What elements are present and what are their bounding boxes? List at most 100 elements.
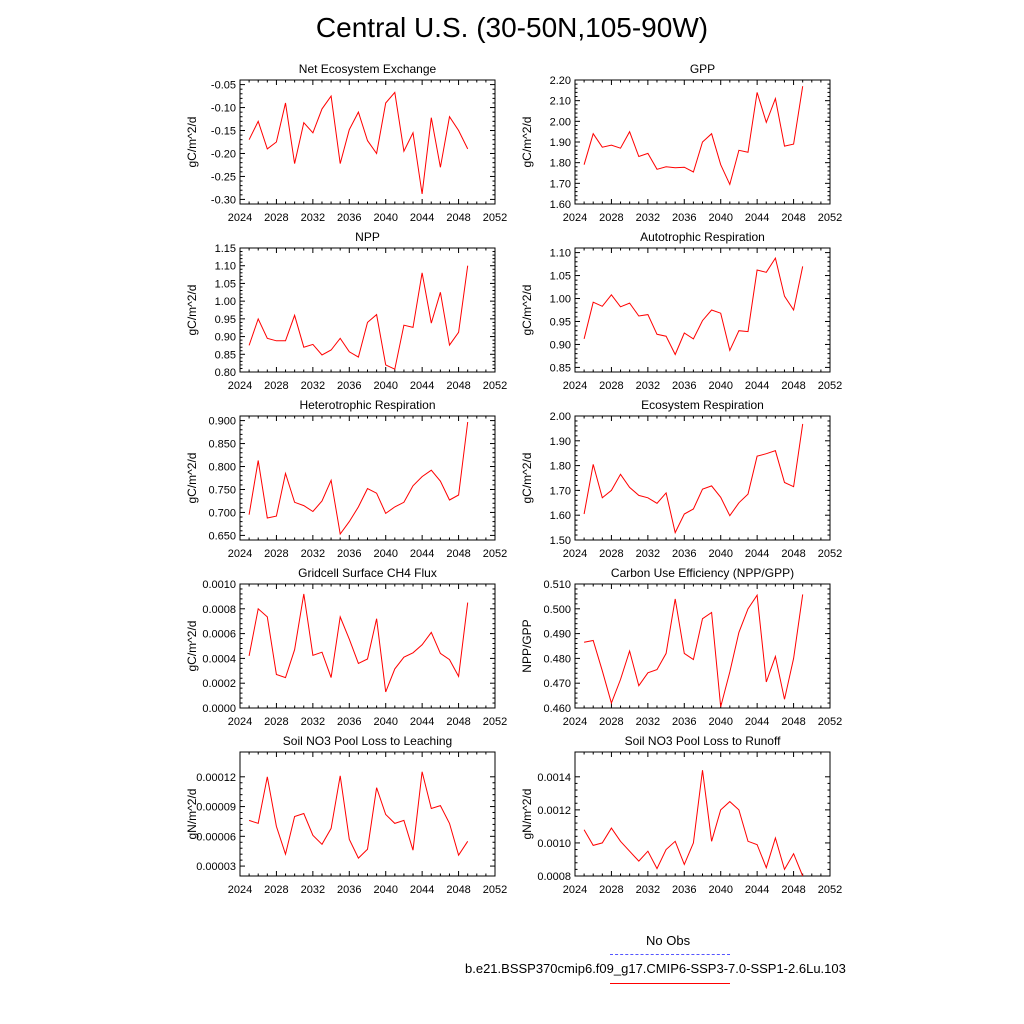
chart-title: NPP — [355, 230, 380, 244]
x-tick-label: 2040 — [708, 380, 732, 392]
x-tick-label: 2044 — [745, 548, 769, 560]
x-tick-label: 2052 — [483, 380, 507, 392]
plot-frame — [239, 751, 496, 877]
x-tick-label: 2048 — [446, 716, 470, 728]
x-tick-label: 2032 — [636, 884, 660, 896]
y-tick-label: -0.10 — [211, 103, 236, 115]
x-tick-label: 2052 — [818, 212, 842, 224]
plot-frame — [239, 247, 496, 373]
y-tick-label: 0.490 — [543, 629, 571, 641]
y-tick-label: 1.00 — [550, 294, 571, 306]
x-tick-label: 2028 — [264, 884, 288, 896]
chart-title: Carbon Use Efficiency (NPP/GPP) — [611, 566, 794, 580]
chart-panel-1: GPP gC/m^2/d 2024 2028 2032 2036 2040 2044 2048 2… — [520, 62, 842, 224]
x-tick-label: 2044 — [745, 716, 769, 728]
x-tick-label: 2052 — [818, 380, 842, 392]
x-tick-label: 2044 — [410, 884, 434, 896]
y-tick-label: 0.480 — [543, 653, 571, 665]
chart-title: Gridcell Surface CH4 Flux — [298, 566, 437, 580]
x-tick-label: 2040 — [373, 884, 397, 896]
y-tick-label: 1.70 — [550, 178, 571, 190]
x-tick-label: 2040 — [373, 212, 397, 224]
y-tick-label: 0.0006 — [202, 629, 236, 641]
x-tick-label: 2024 — [563, 212, 587, 224]
y-tick-label: 1.10 — [215, 261, 236, 273]
series-line — [583, 86, 804, 186]
x-tick-label: 2032 — [301, 548, 325, 560]
series-line — [248, 593, 469, 693]
plot-frame — [239, 79, 496, 205]
x-tick-label: 2028 — [264, 548, 288, 560]
x-tick-label: 2040 — [373, 380, 397, 392]
x-tick-label: 2048 — [446, 380, 470, 392]
x-tick-label: 2032 — [301, 212, 325, 224]
x-tick-label: 2028 — [599, 884, 623, 896]
y-tick-label: 1.80 — [550, 158, 571, 170]
y-tick-label: 0.00006 — [196, 831, 236, 843]
y-tick-label: -0.20 — [211, 148, 236, 160]
chart-panel-2: NPP gC/m^2/d 2024 2028 2032 2036 2040 2044 2048 2… — [185, 230, 507, 392]
y-tick-label: 0.95 — [550, 316, 571, 328]
x-tick-label: 2024 — [563, 548, 587, 560]
chart-title: Net Ecosystem Exchange — [299, 62, 437, 76]
y-tick-label: -0.05 — [211, 80, 236, 92]
x-tick-label: 2048 — [781, 548, 805, 560]
x-tick-label: 2052 — [483, 212, 507, 224]
x-tick-label: 2052 — [818, 548, 842, 560]
x-tick-label: 2048 — [781, 212, 805, 224]
chart-title: Ecosystem Respiration — [641, 398, 764, 412]
x-tick-label: 2032 — [636, 716, 660, 728]
y-axis-label: gC/m^2/d — [185, 117, 199, 168]
x-tick-label: 2040 — [373, 548, 397, 560]
chart-title: Heterotrophic Respiration — [299, 398, 435, 412]
y-tick-label: 0.0004 — [202, 653, 236, 665]
series-line — [583, 770, 804, 877]
y-tick-label: 0.650 — [208, 530, 236, 542]
x-tick-label: 2044 — [410, 716, 434, 728]
x-tick-label: 2032 — [636, 380, 660, 392]
y-tick-label: 2.20 — [550, 75, 571, 87]
chart-panel-3: Autotrophic Respiration gC/m^2/d 2024 2028 2… — [520, 230, 842, 392]
x-tick-label: 2052 — [483, 884, 507, 896]
plot-frame — [239, 415, 496, 541]
chart-panel-5: Ecosystem Respiration gC/m^2/d 2024 2028 203… — [520, 398, 842, 560]
x-tick-label: 2028 — [264, 716, 288, 728]
y-axis-label: gN/m^2/d — [185, 789, 199, 840]
y-tick-label: 1.05 — [550, 271, 571, 283]
y-tick-label: 0.0000 — [202, 703, 236, 715]
y-tick-label: 0.700 — [208, 507, 236, 519]
y-tick-label: 1.70 — [550, 485, 571, 497]
y-tick-label: 1.10 — [550, 248, 571, 260]
x-tick-label: 2032 — [301, 380, 325, 392]
x-tick-label: 2048 — [446, 212, 470, 224]
x-tick-label: 2048 — [781, 884, 805, 896]
x-tick-label: 2024 — [563, 884, 587, 896]
y-tick-label: 1.90 — [550, 436, 571, 448]
series-line — [248, 91, 469, 194]
x-tick-label: 2048 — [781, 380, 805, 392]
main-title: Central U.S. (30-50N,105-90W) — [315, 12, 709, 43]
x-tick-label: 2036 — [672, 716, 696, 728]
series-line — [584, 593, 804, 707]
y-axis-label: gC/m^2/d — [185, 621, 199, 672]
y-tick-label: 2.00 — [550, 411, 571, 423]
y-tick-label: 0.85 — [215, 349, 236, 361]
x-tick-label: 2040 — [708, 884, 732, 896]
x-tick-label: 2044 — [745, 380, 769, 392]
y-tick-label: 0.0010 — [537, 838, 571, 850]
y-tick-label: 0.90 — [215, 332, 236, 344]
y-tick-label: 1.60 — [550, 199, 571, 211]
y-tick-label: 0.95 — [215, 314, 236, 326]
x-tick-label: 2024 — [228, 716, 252, 728]
x-tick-label: 2044 — [410, 380, 434, 392]
y-tick-label: 1.90 — [550, 137, 571, 149]
chart-panel-7: Carbon Use Efficiency (NPP/GPP) NPP/GPP 20… — [520, 566, 842, 728]
y-tick-label: 0.0010 — [202, 579, 236, 591]
y-tick-label: 1.05 — [215, 278, 236, 290]
plot-frame — [574, 583, 831, 709]
chart-panel-9: Soil NO3 Pool Loss to Runoff gN/m^2/d 2024… — [520, 734, 842, 896]
y-tick-label: 0.85 — [550, 362, 571, 374]
y-tick-label: 0.00009 — [196, 802, 236, 814]
series-line — [583, 423, 804, 535]
